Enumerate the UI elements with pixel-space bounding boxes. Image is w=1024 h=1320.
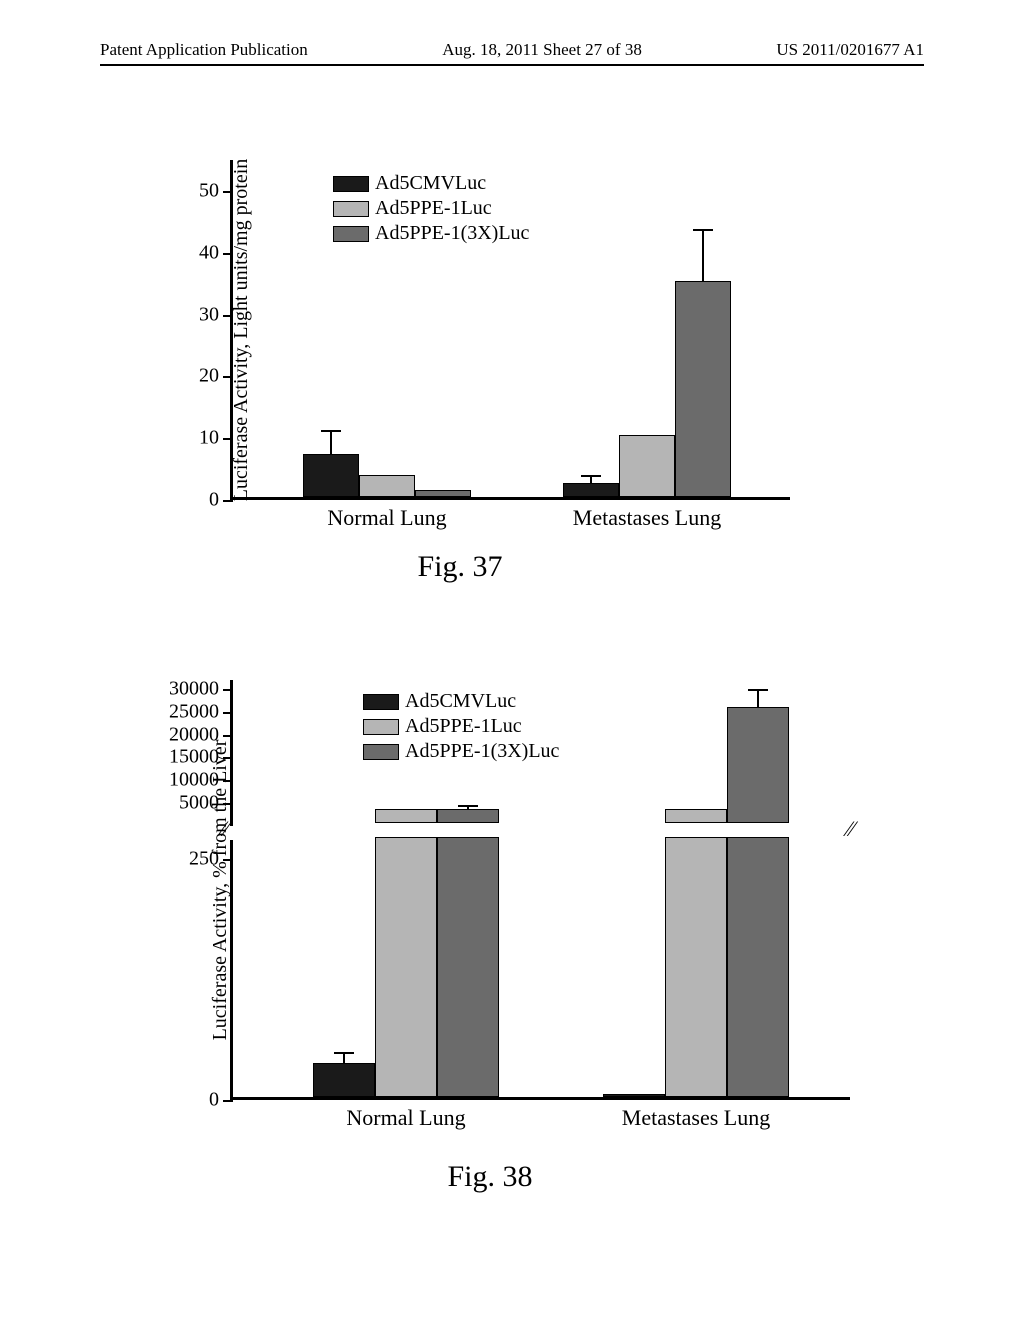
ytick-label: 30: [199, 303, 219, 326]
ytick: [223, 253, 233, 255]
ytick-label: 40: [199, 241, 219, 264]
chart-bar: [603, 1094, 665, 1097]
chart-bar: [375, 809, 437, 823]
ytick: [223, 376, 233, 378]
category-label: Metastases Lung: [622, 1105, 770, 1131]
ytick-label: 250: [189, 847, 219, 870]
header-left: Patent Application Publication: [100, 40, 308, 60]
ytick: [223, 438, 233, 440]
ytick: [223, 500, 233, 502]
ytick: [223, 1100, 233, 1102]
legend-swatch: [333, 226, 369, 242]
ytick-label: 0: [209, 489, 219, 512]
chart-bar: [415, 490, 471, 497]
figure-38: Luciferase Activity, % from the Liver 02…: [140, 680, 850, 1100]
chart-bar: [303, 454, 359, 497]
chart-bar: [375, 837, 437, 1097]
error-cap: [581, 475, 601, 477]
legend-item: Ad5PPE-1Luc: [363, 715, 559, 738]
ytick: [223, 735, 233, 737]
page-header: Patent Application Publication Aug. 18, …: [100, 40, 924, 66]
ytick: [223, 712, 233, 714]
figure-37: Luciferase Activity, Light units/mg prot…: [140, 160, 790, 500]
error-cap: [458, 805, 478, 807]
fig38-plot: 025050001000015000200002500030000⁄⁄⁄⁄Nor…: [230, 680, 850, 1100]
header-center: Aug. 18, 2011 Sheet 27 of 38: [442, 40, 642, 60]
chart-bar: [675, 281, 731, 497]
legend-item: Ad5PPE-1Luc: [333, 197, 529, 220]
chart-bar: [313, 1063, 375, 1097]
ytick-label: 25000: [169, 700, 219, 723]
ytick-label: 20000: [169, 723, 219, 746]
ytick: [223, 315, 233, 317]
legend-item: Ad5PPE-1(3X)Luc: [333, 222, 529, 245]
category-label: Metastases Lung: [573, 505, 721, 531]
legend-swatch: [333, 176, 369, 192]
fig38-caption: Fig. 38: [447, 1160, 532, 1194]
category-label: Normal Lung: [327, 505, 446, 531]
chart-legend: Ad5CMVLucAd5PPE-1LucAd5PPE-1(3X)Luc: [363, 690, 559, 765]
ytick: [223, 780, 233, 782]
chart-bar: [437, 837, 499, 1097]
ytick: [223, 689, 233, 691]
legend-label: Ad5CMVLuc: [405, 690, 516, 713]
chart-legend: Ad5CMVLucAd5PPE-1LucAd5PPE-1(3X)Luc: [333, 172, 529, 247]
category-label: Normal Lung: [346, 1105, 465, 1131]
break-mark: ⁄⁄: [221, 816, 228, 842]
legend-label: Ad5PPE-1Luc: [405, 715, 522, 738]
ytick-label: 0: [209, 1089, 219, 1112]
legend-item: Ad5CMVLuc: [333, 172, 529, 195]
ytick: [223, 757, 233, 759]
chart-bar: [727, 707, 789, 823]
ytick-label: 30000: [169, 678, 219, 701]
ytick-label: 10000: [169, 769, 219, 792]
error-bar: [702, 231, 704, 280]
fig37-plot: 01020304050Normal LungMetastases LungAd5…: [230, 160, 790, 500]
legend-swatch: [363, 694, 399, 710]
chart-bar: [665, 809, 727, 823]
ytick: [223, 191, 233, 193]
error-cap: [334, 1052, 354, 1054]
ytick: [223, 803, 233, 805]
ytick-label: 5000: [179, 791, 219, 814]
error-bar: [330, 432, 332, 454]
legend-label: Ad5CMVLuc: [375, 172, 486, 195]
ytick: [223, 859, 233, 861]
chart-bar: [359, 475, 415, 497]
chart-bar: [727, 837, 789, 1097]
error-bar: [343, 1054, 345, 1064]
chart-bar: [619, 435, 675, 497]
error-cap: [693, 229, 713, 231]
legend-item: Ad5CMVLuc: [363, 690, 559, 713]
error-bar: [757, 691, 759, 707]
legend-swatch: [333, 201, 369, 217]
error-cap: [321, 430, 341, 432]
legend-label: Ad5PPE-1(3X)Luc: [375, 222, 529, 245]
error-bar: [590, 477, 592, 483]
chart-bar: [665, 837, 727, 1097]
legend-swatch: [363, 744, 399, 760]
header-right: US 2011/0201677 A1: [776, 40, 924, 60]
legend-item: Ad5PPE-1(3X)Luc: [363, 740, 559, 763]
error-cap: [748, 689, 768, 691]
ytick-label: 20: [199, 365, 219, 388]
ytick-label: 10: [199, 427, 219, 450]
legend-label: Ad5PPE-1(3X)Luc: [405, 740, 559, 763]
ytick-label: 15000: [169, 746, 219, 769]
chart-bar: [563, 483, 619, 497]
break-mark: ⁄⁄: [847, 816, 854, 842]
ytick-label: 50: [199, 179, 219, 202]
fig37-caption: Fig. 37: [417, 550, 502, 584]
chart-bar: [437, 809, 499, 823]
legend-swatch: [363, 719, 399, 735]
error-bar: [467, 807, 469, 808]
legend-label: Ad5PPE-1Luc: [375, 197, 492, 220]
